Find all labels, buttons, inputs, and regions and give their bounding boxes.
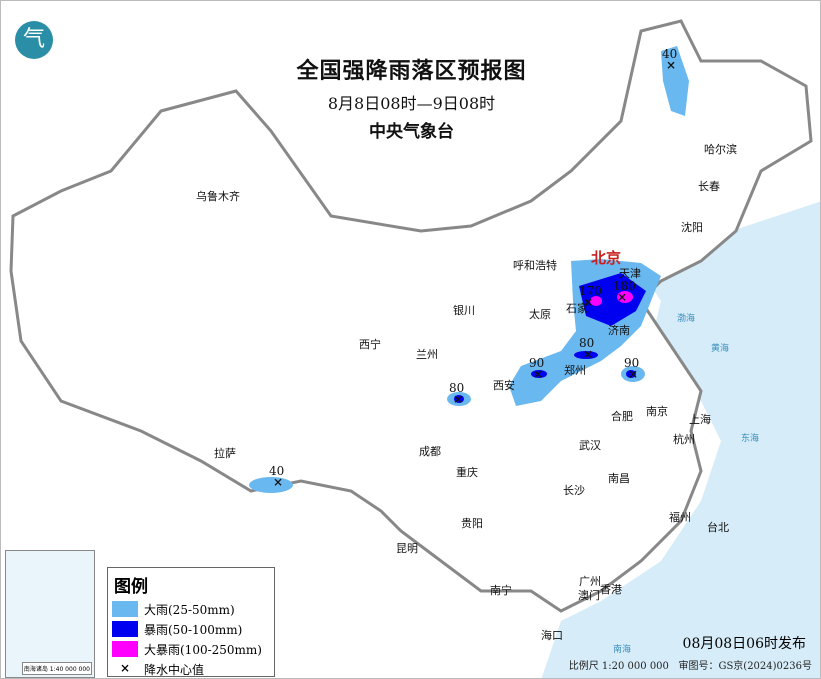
legend-item-heavy-rain: 大雨(25-50mm) bbox=[112, 599, 274, 619]
city-label: 台北 bbox=[707, 521, 729, 534]
city-label: 济南 bbox=[608, 324, 630, 337]
issued-time: 08月08日06时发布 bbox=[682, 636, 806, 652]
city-label: 太原 bbox=[529, 308, 551, 321]
city-label: 长沙 bbox=[563, 484, 585, 497]
rain-center-value: 90 bbox=[624, 356, 640, 370]
city-label: 兰州 bbox=[416, 348, 438, 361]
issuer: 中央气象台 bbox=[369, 122, 454, 142]
cma-logo: 气 bbox=[15, 21, 53, 59]
south-china-sea-inset: 南海诸岛 1:40 000 000 bbox=[5, 550, 95, 678]
heavy-rain-area-northeast bbox=[661, 46, 689, 116]
city-label: 哈尔滨 bbox=[704, 143, 737, 156]
sea-label: 东海 bbox=[741, 434, 760, 444]
city-label: 成都 bbox=[419, 445, 441, 458]
city-label: 广州 bbox=[579, 575, 601, 588]
city-label: 呼和浩特 bbox=[513, 259, 557, 272]
inset-label: 南海诸岛 1:40 000 000 bbox=[21, 662, 92, 675]
cross-icon: × bbox=[617, 290, 628, 304]
city-label: 杭州 bbox=[673, 433, 695, 446]
city-label: 郑州 bbox=[564, 364, 586, 377]
rain-center-value: 40 bbox=[662, 47, 678, 61]
cross-icon: × bbox=[583, 347, 594, 361]
city-label: 拉萨 bbox=[214, 447, 236, 460]
city-label: 南昌 bbox=[608, 472, 630, 485]
cross-icon: × bbox=[583, 295, 594, 309]
forecast-period: 8月8日08时—9日08时 bbox=[327, 94, 496, 113]
city-label: 沈阳 bbox=[681, 221, 703, 234]
city-label: 贵阳 bbox=[461, 517, 483, 530]
city-label: 南京 bbox=[646, 405, 668, 418]
cross-icon: × bbox=[533, 367, 544, 381]
heavy-rainstorm-area bbox=[617, 291, 633, 303]
rainstorm-area-north-china bbox=[579, 273, 646, 326]
city-label: 石家 bbox=[566, 302, 588, 315]
cross-icon: × bbox=[453, 392, 464, 406]
rainstorm-area bbox=[626, 370, 636, 378]
rain-center-value: 90 bbox=[529, 356, 545, 370]
city-label: 香港 bbox=[600, 583, 622, 596]
city-label: 海口 bbox=[541, 629, 563, 642]
sea-area bbox=[541, 201, 820, 678]
footer-info: 比例尺 1:20 000 000 审图号：GS京(2024)0236号 bbox=[568, 661, 812, 672]
china-outline bbox=[9, 19, 813, 613]
cross-icon: × bbox=[119, 661, 131, 675]
city-label: 南宁 bbox=[490, 584, 512, 597]
city-label: 澳门 bbox=[578, 589, 600, 602]
city-label: 长春 bbox=[698, 180, 720, 193]
city-label: 乌鲁木齐 bbox=[196, 190, 240, 203]
city-label: 合肥 bbox=[611, 410, 633, 423]
city-label: 西宁 bbox=[359, 338, 381, 351]
city-label: 武汉 bbox=[579, 439, 601, 452]
city-label: 昆明 bbox=[396, 542, 418, 555]
sea-label: 南海 bbox=[613, 645, 632, 655]
rainstorm-area bbox=[454, 395, 464, 403]
legend-item-center: × 降水中心值 bbox=[112, 659, 274, 678]
legend-title: 图例 bbox=[114, 577, 148, 597]
rain-center-value: 170 bbox=[579, 284, 602, 298]
heavy-rain-area bbox=[249, 477, 293, 493]
city-label: 西安 bbox=[493, 379, 515, 392]
rain-center-value: 180 bbox=[613, 279, 636, 293]
city-label: 北京 bbox=[591, 249, 622, 267]
rain-center-value: 80 bbox=[579, 336, 595, 350]
city-label: 银川 bbox=[453, 304, 475, 317]
legend: 图例 大雨(25-50mm) 暴雨(50-100mm) 大暴雨(100-250m… bbox=[107, 567, 275, 677]
city-label: 福州 bbox=[669, 511, 691, 524]
legend-item-heavy-rainstorm: 大暴雨(100-250mm) bbox=[112, 639, 274, 659]
rainstorm-area bbox=[531, 370, 547, 378]
map-title: 全国强降雨落区预报图 bbox=[296, 59, 527, 84]
city-label: 天津 bbox=[619, 267, 641, 280]
sea-label: 渤海 bbox=[677, 314, 696, 324]
city-label: 重庆 bbox=[456, 466, 478, 479]
city-label: 上海 bbox=[689, 413, 711, 426]
heavy-rainstorm-area bbox=[590, 296, 602, 306]
legend-item-rainstorm: 暴雨(50-100mm) bbox=[112, 619, 274, 639]
cross-icon: × bbox=[628, 367, 639, 381]
cross-icon: × bbox=[273, 475, 284, 489]
rain-center-value: 40 bbox=[269, 464, 285, 478]
sea-label: 黄海 bbox=[711, 344, 730, 354]
cross-icon: × bbox=[666, 58, 677, 72]
rain-center-value: 80 bbox=[449, 381, 465, 395]
rainstorm-area bbox=[574, 351, 598, 359]
